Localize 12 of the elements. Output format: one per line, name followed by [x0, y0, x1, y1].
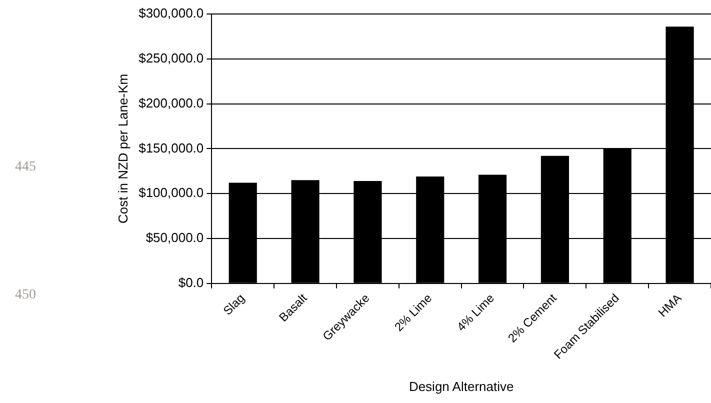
- y-tick-label: $150,000.0: [138, 140, 204, 156]
- y-tick-label: $0.0: [178, 274, 204, 290]
- text: 450: [15, 288, 36, 303]
- x-tick-label: Slag: [220, 291, 248, 318]
- y-tick-label: $200,000.0: [138, 95, 204, 110]
- text: 445: [15, 160, 36, 175]
- y-tick-label: $250,000.0: [138, 50, 204, 66]
- y-tick-label: $100,000.0: [138, 185, 204, 200]
- y-tick-label: $50,000.0: [146, 230, 204, 246]
- y-axis-title: Cost in NZD per Lane-Km: [115, 74, 130, 224]
- y-tick-label: $300,000.0: [138, 6, 204, 21]
- x-axis-title: Design Alternative: [408, 378, 514, 394]
